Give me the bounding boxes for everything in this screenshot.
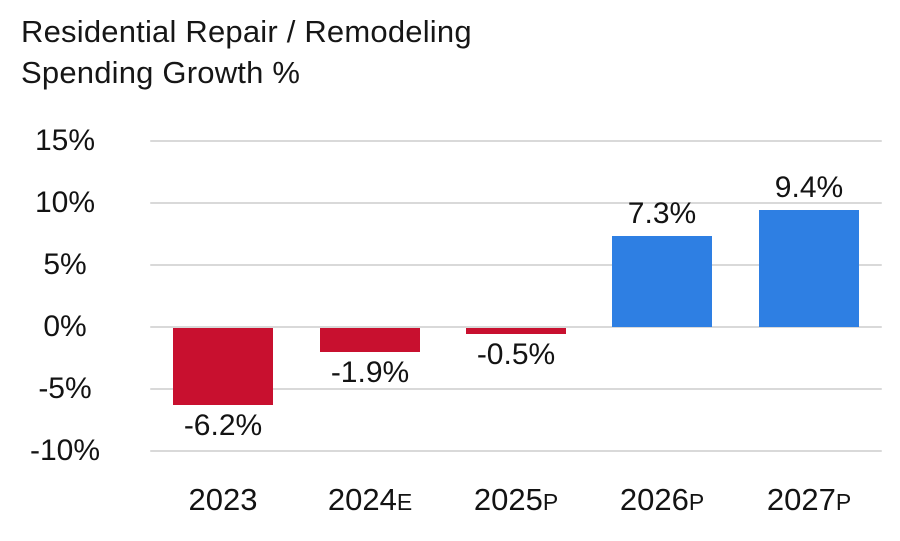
gridline [150,264,882,266]
y-tick-label: 10% [34,186,96,219]
gridline [150,388,882,390]
y-tick-label: 15% [34,124,96,157]
x-tick-year: 2023 [188,482,258,517]
x-tick-label: 2027P [709,482,900,520]
x-tick-label: 2026P [562,482,762,520]
bar-value-label: -6.2% [183,409,263,442]
bar-2027P [759,210,859,327]
x-tick-label: 2025P [416,482,616,520]
y-tick-label: 5% [43,248,87,281]
y-tick-label: 0% [43,310,87,343]
x-tick-label: 2024E [270,482,470,520]
x-tick-suffix: E [396,489,413,515]
x-tick-label: 2023 [123,482,323,518]
bar-value-label: -0.5% [476,338,556,371]
bar-value-label: -1.9% [330,356,410,389]
gridline [150,326,882,328]
bar-value-label: 7.3% [627,197,697,230]
gridline [150,450,882,452]
gridline [150,202,882,204]
chart-title: Residential Repair / Remodeling Spending… [21,11,472,93]
bar-2026P [612,236,712,327]
y-tick-label: -10% [29,434,101,467]
gridline [150,140,882,142]
chart-title-line-1: Residential Repair / Remodeling [21,14,472,49]
x-tick-suffix: P [835,489,852,515]
x-tick-year: 2026 [619,482,689,517]
x-tick-suffix: P [688,489,705,515]
x-tick-suffix: P [542,489,559,515]
bar-2025P [466,328,566,334]
chart-title-line-2: Spending Growth % [21,55,301,90]
x-tick-year: 2025 [473,482,543,517]
y-tick-label: -5% [38,372,92,405]
bar-2023 [173,328,273,405]
x-tick-year: 2027 [766,482,836,517]
x-tick-year: 2024 [327,482,397,517]
bar-2024E [320,328,420,352]
bar-value-label: 9.4% [774,171,844,204]
